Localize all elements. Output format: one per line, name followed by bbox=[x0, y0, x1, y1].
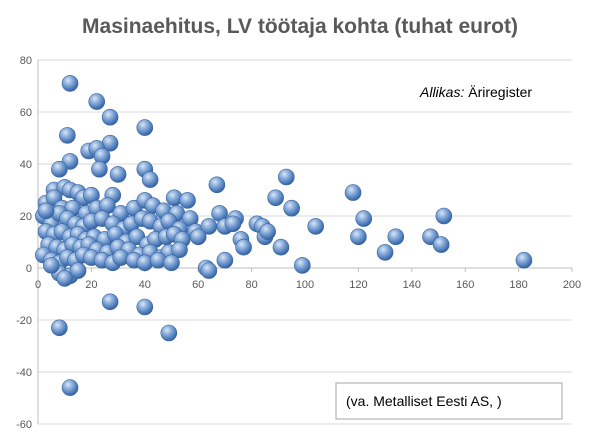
data-point bbox=[283, 199, 300, 217]
source-annotation: Allikas: Äriregister bbox=[419, 84, 532, 100]
data-point bbox=[37, 202, 55, 220]
x-axis-tick-labels: 0 20 40 60 80 100 120 140 160 180 200 bbox=[35, 279, 581, 291]
data-point bbox=[61, 379, 79, 396]
data-point bbox=[136, 298, 154, 316]
data-point bbox=[43, 257, 60, 274]
data-point bbox=[160, 324, 178, 342]
data-point bbox=[171, 241, 188, 259]
data-point bbox=[432, 236, 450, 253]
x-tick-label: 140 bbox=[403, 279, 421, 291]
x-tick-label: 160 bbox=[456, 279, 474, 291]
data-point bbox=[109, 166, 127, 183]
data-point bbox=[189, 228, 207, 246]
data-point bbox=[224, 215, 242, 233]
y-tick-label: -20 bbox=[16, 315, 32, 327]
data-point bbox=[69, 262, 87, 279]
data-point bbox=[208, 176, 226, 194]
data-point bbox=[59, 127, 76, 144]
source-value: Äriregister bbox=[464, 84, 532, 100]
y-tick-label: 0 bbox=[26, 263, 32, 275]
x-tick-label: 0 bbox=[35, 279, 41, 291]
data-points bbox=[35, 75, 533, 396]
x-tick-label: 100 bbox=[296, 279, 314, 291]
exclusion-note-text: (va. Metalliset Eesti AS, ) bbox=[346, 393, 502, 409]
source-text: Allikas: Äriregister bbox=[419, 84, 532, 100]
data-point bbox=[179, 192, 196, 209]
x-tick-label: 80 bbox=[245, 279, 257, 291]
x-tick-label: 180 bbox=[509, 279, 527, 291]
source-label: Allikas: bbox=[419, 84, 464, 100]
data-point bbox=[259, 223, 276, 240]
data-point bbox=[294, 257, 311, 274]
data-point bbox=[88, 93, 106, 110]
data-point bbox=[235, 238, 252, 256]
data-point bbox=[435, 207, 453, 225]
y-tick-label: -40 bbox=[16, 367, 32, 379]
y-tick-label: 60 bbox=[20, 107, 32, 119]
x-tick-label: 120 bbox=[349, 279, 367, 291]
y-tick-label: 80 bbox=[20, 55, 32, 67]
data-point bbox=[200, 262, 218, 279]
x-tick-label: 40 bbox=[139, 279, 151, 291]
y-tick-label: -60 bbox=[16, 419, 32, 431]
x-tick-label: 200 bbox=[563, 279, 581, 291]
data-point bbox=[350, 228, 367, 246]
data-point bbox=[101, 293, 119, 311]
data-point bbox=[355, 210, 373, 227]
data-point bbox=[163, 254, 180, 272]
x-tick-label: 60 bbox=[192, 279, 204, 291]
data-point bbox=[272, 238, 290, 256]
data-point bbox=[136, 119, 154, 136]
data-point bbox=[56, 270, 73, 287]
data-point bbox=[61, 75, 79, 92]
data-point bbox=[101, 108, 119, 126]
data-point bbox=[376, 244, 394, 261]
exclusion-note: (va. Metalliset Eesti AS, ) bbox=[335, 382, 563, 420]
data-point bbox=[216, 251, 234, 269]
x-tick-label: 20 bbox=[85, 279, 97, 291]
data-point bbox=[278, 168, 295, 186]
data-point bbox=[307, 218, 324, 235]
chart-title: Masinaehitus, LV töötaja kohta (tuhat eu… bbox=[82, 15, 518, 38]
y-tick-label: 20 bbox=[20, 211, 32, 223]
data-point bbox=[51, 319, 68, 337]
exclusion-note-box bbox=[335, 382, 563, 420]
data-point bbox=[387, 228, 405, 246]
y-axis-tick-labels: -60 -40 -20 0 20 40 60 80 bbox=[16, 55, 32, 431]
data-point bbox=[51, 160, 68, 178]
data-point bbox=[344, 184, 362, 201]
data-point bbox=[141, 171, 159, 188]
data-point bbox=[267, 189, 284, 207]
data-point bbox=[91, 160, 108, 178]
y-tick-label: 40 bbox=[20, 159, 32, 171]
data-point bbox=[515, 251, 533, 269]
